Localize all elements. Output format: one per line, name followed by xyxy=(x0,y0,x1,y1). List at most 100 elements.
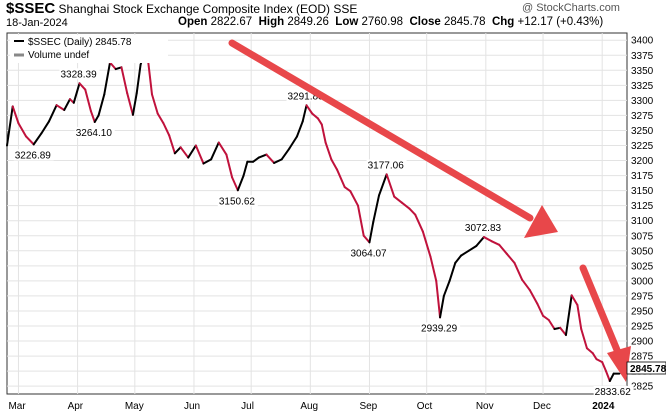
annotation-bg xyxy=(463,222,504,234)
price-segment xyxy=(17,122,28,138)
gridlines xyxy=(7,33,627,394)
price-segment xyxy=(295,120,304,138)
y-tick-label: 2975 xyxy=(631,291,654,302)
exchange: SSE xyxy=(333,2,358,16)
y-tick-label: 3350 xyxy=(631,66,654,77)
x-tick-label: Nov xyxy=(476,401,494,412)
price-segment xyxy=(585,347,594,355)
y-tick-label: 2950 xyxy=(631,306,654,317)
annotation-label: 3072.83 xyxy=(465,223,502,234)
trend-arrow-main xyxy=(228,39,534,222)
price-segment xyxy=(311,112,319,120)
price-segment xyxy=(580,328,588,350)
price-segment xyxy=(305,104,314,115)
price-segment xyxy=(439,294,445,319)
plot-area xyxy=(6,32,628,395)
price-segment xyxy=(109,61,117,71)
price-segment xyxy=(173,146,182,155)
price-segment xyxy=(168,134,176,155)
y-tick-label: 2875 xyxy=(631,352,654,363)
price-segment xyxy=(273,158,283,164)
price-segment xyxy=(372,194,380,223)
date: 18-Jan-2024 xyxy=(6,17,68,29)
y-tick-label: 2900 xyxy=(631,337,654,348)
annotation-bg xyxy=(420,322,461,334)
chg-value: +12.17 (+0.43%) xyxy=(517,16,604,28)
price-segment xyxy=(32,132,43,146)
price-segment xyxy=(217,141,228,156)
price-segment xyxy=(316,117,323,126)
y-tick-label: 3400 xyxy=(631,36,654,47)
y-tick-label: 3225 xyxy=(631,141,654,152)
ohlc-bar: Open 2822.67 High 2849.26 Low 2760.98 Cl… xyxy=(178,16,603,28)
trend-arrow-recent xyxy=(579,264,621,354)
annotation-bg xyxy=(593,385,634,397)
price-segment xyxy=(475,236,485,247)
price-segment xyxy=(25,135,35,146)
close-value: 2845.78 xyxy=(444,16,486,28)
price-segment xyxy=(513,261,524,281)
price-segment xyxy=(84,88,92,113)
price-segment xyxy=(97,93,106,117)
high-label: High xyxy=(258,16,285,28)
price-segment xyxy=(336,168,346,189)
y-tick-label: 3275 xyxy=(631,111,654,122)
price-segment xyxy=(408,207,417,216)
price-segment xyxy=(601,361,608,373)
price-segment xyxy=(179,146,190,159)
price-segment xyxy=(265,153,276,164)
price-segment xyxy=(467,244,478,252)
legend-series-label: $SSEC (Daily) 2845.78 xyxy=(28,37,132,48)
price-segment xyxy=(528,288,539,305)
chg-label: Chg xyxy=(491,16,515,28)
last-value-marker: 2845.78 xyxy=(626,361,666,375)
price-segment xyxy=(343,186,352,193)
price-segment xyxy=(288,135,298,150)
price-segment xyxy=(605,370,611,382)
y-tick-label: 3125 xyxy=(631,201,654,212)
copyright: @ StockCharts.com xyxy=(522,2,620,14)
y-tick-label: 3075 xyxy=(631,231,654,242)
price-segment xyxy=(301,104,308,123)
price-segment xyxy=(498,243,508,255)
price-segment xyxy=(435,279,442,319)
price-segment xyxy=(414,213,424,233)
price-segment xyxy=(150,93,159,115)
trend-arrow-main-head xyxy=(524,205,558,238)
price-segment xyxy=(47,104,58,123)
open-value: 2822.67 xyxy=(210,16,253,28)
price-segment xyxy=(72,82,81,104)
y-tick-label: 2825 xyxy=(631,382,654,393)
price-segment xyxy=(11,105,20,125)
price-segment xyxy=(93,114,100,123)
legend-box xyxy=(10,35,168,63)
x-tick-label: Jun xyxy=(184,401,200,412)
y-tick-label: 3250 xyxy=(631,126,654,137)
annotation-label: 2939.29 xyxy=(421,323,458,334)
x-tick-label: May xyxy=(125,401,144,412)
price-segment xyxy=(536,302,545,317)
price-segment xyxy=(454,254,463,264)
price-segment xyxy=(482,236,493,243)
price-segment xyxy=(385,173,396,198)
price-segment xyxy=(55,104,66,112)
price-segment xyxy=(362,234,371,244)
y-tick-label: 3050 xyxy=(631,246,654,257)
annotation-label: 3291.83 xyxy=(288,91,325,102)
annotation-bg xyxy=(59,68,100,80)
price-segment xyxy=(126,92,134,116)
x-tick-label: Aug xyxy=(300,401,318,412)
price-segment xyxy=(547,318,556,331)
annotation-label: 3328.39 xyxy=(60,69,97,80)
y-axis: 3400 3375 3350 3325 3300 3275 3250 3225 3200 3175… xyxy=(631,36,654,393)
price-segment xyxy=(242,160,249,177)
price-segment xyxy=(63,98,71,112)
annotation-label: 3264.10 xyxy=(76,128,113,139)
last-value-label: 2845.78 xyxy=(630,364,666,375)
annotation-label: 3226.89 xyxy=(15,150,52,161)
annotations: 3328.39 3226.89 3264.10 3291.83 3150.62 3177.… xyxy=(13,68,634,398)
price-segment xyxy=(330,158,339,171)
annotation-label: 2833.62 xyxy=(595,387,632,398)
y-tick-label: 3175 xyxy=(631,171,654,182)
price-segment xyxy=(6,105,14,147)
